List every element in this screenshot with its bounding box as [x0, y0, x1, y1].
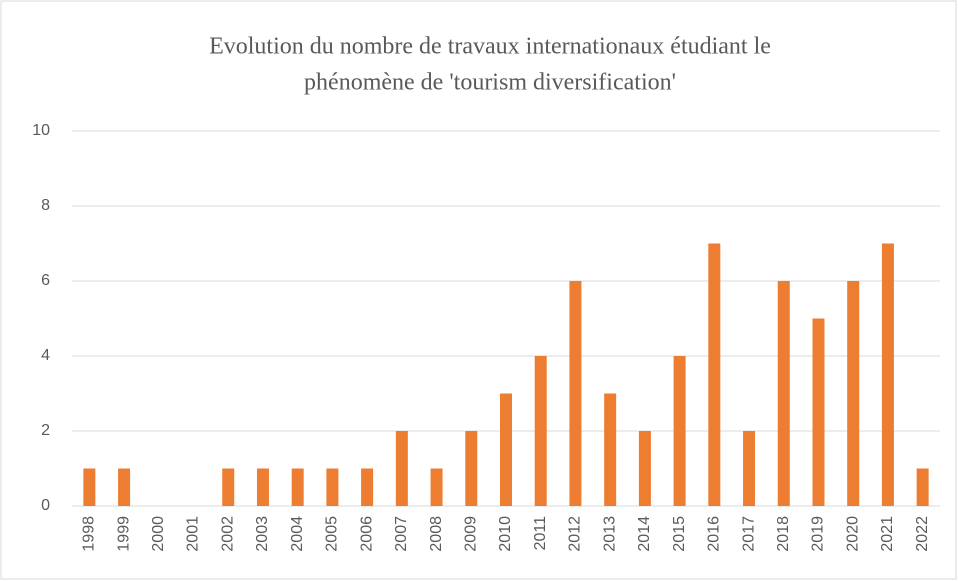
- bar: [395, 431, 408, 506]
- x-tick-label: 2004: [289, 516, 306, 552]
- x-tick-label: 2015: [671, 516, 688, 552]
- bar: [361, 468, 374, 506]
- x-tick-label: 2020: [844, 516, 861, 552]
- bar: [812, 318, 825, 506]
- x-tick-label: 2002: [219, 516, 236, 552]
- x-tick-label: 2010: [497, 516, 514, 552]
- bar: [881, 243, 894, 506]
- bar: [465, 431, 478, 506]
- x-tick-label: 2007: [393, 516, 410, 552]
- x-tick-label: 2005: [324, 516, 341, 552]
- x-tick-label: 2011: [532, 516, 549, 551]
- x-tick-label: 2013: [601, 516, 618, 552]
- x-tick-label: 2003: [254, 516, 271, 552]
- bar: [430, 468, 443, 506]
- x-tick-label: 2000: [150, 516, 167, 552]
- bar: [777, 281, 790, 506]
- bar: [83, 468, 96, 506]
- x-tick-label: 2017: [740, 516, 757, 552]
- x-tick-label: 2014: [636, 516, 653, 552]
- y-tick-label: 6: [41, 272, 50, 289]
- y-tick-label: 8: [41, 197, 50, 214]
- x-tick-label: 1998: [81, 516, 98, 552]
- bar: [604, 393, 617, 506]
- bar: [326, 468, 339, 506]
- bar: [569, 281, 582, 506]
- x-tick-label: 2006: [358, 516, 375, 552]
- x-tick-label: 2021: [879, 516, 896, 552]
- chart-title: phénomène de 'tourism diversification': [304, 70, 676, 96]
- bar: [118, 468, 131, 506]
- bar: [500, 393, 512, 506]
- x-tick-label: 2001: [185, 516, 202, 552]
- chart-title: Evolution du nombre de travaux internati…: [209, 34, 771, 60]
- bar: [743, 431, 756, 506]
- x-tick-label: 2016: [706, 516, 723, 552]
- bar: [673, 356, 686, 506]
- x-tick-label: 2008: [428, 516, 445, 552]
- x-tick-label: 2012: [567, 516, 584, 552]
- x-tick-label: 2009: [462, 516, 479, 552]
- y-tick-label: 4: [41, 347, 50, 364]
- bar: [638, 431, 651, 506]
- bar: [916, 468, 929, 506]
- bar: [222, 468, 235, 506]
- bar: [256, 468, 269, 506]
- y-tick-label: 2: [41, 422, 50, 439]
- bar: [708, 243, 721, 506]
- x-tick-label: 2018: [775, 516, 792, 552]
- bar: [291, 468, 304, 506]
- y-tick-label: 0: [41, 497, 50, 514]
- x-tick-label: 2019: [810, 516, 827, 552]
- bar: [847, 281, 860, 506]
- y-tick-label: 10: [32, 122, 50, 139]
- bar: [534, 356, 547, 506]
- x-tick-label: 2022: [914, 516, 931, 552]
- x-tick-label: 1999: [115, 516, 132, 552]
